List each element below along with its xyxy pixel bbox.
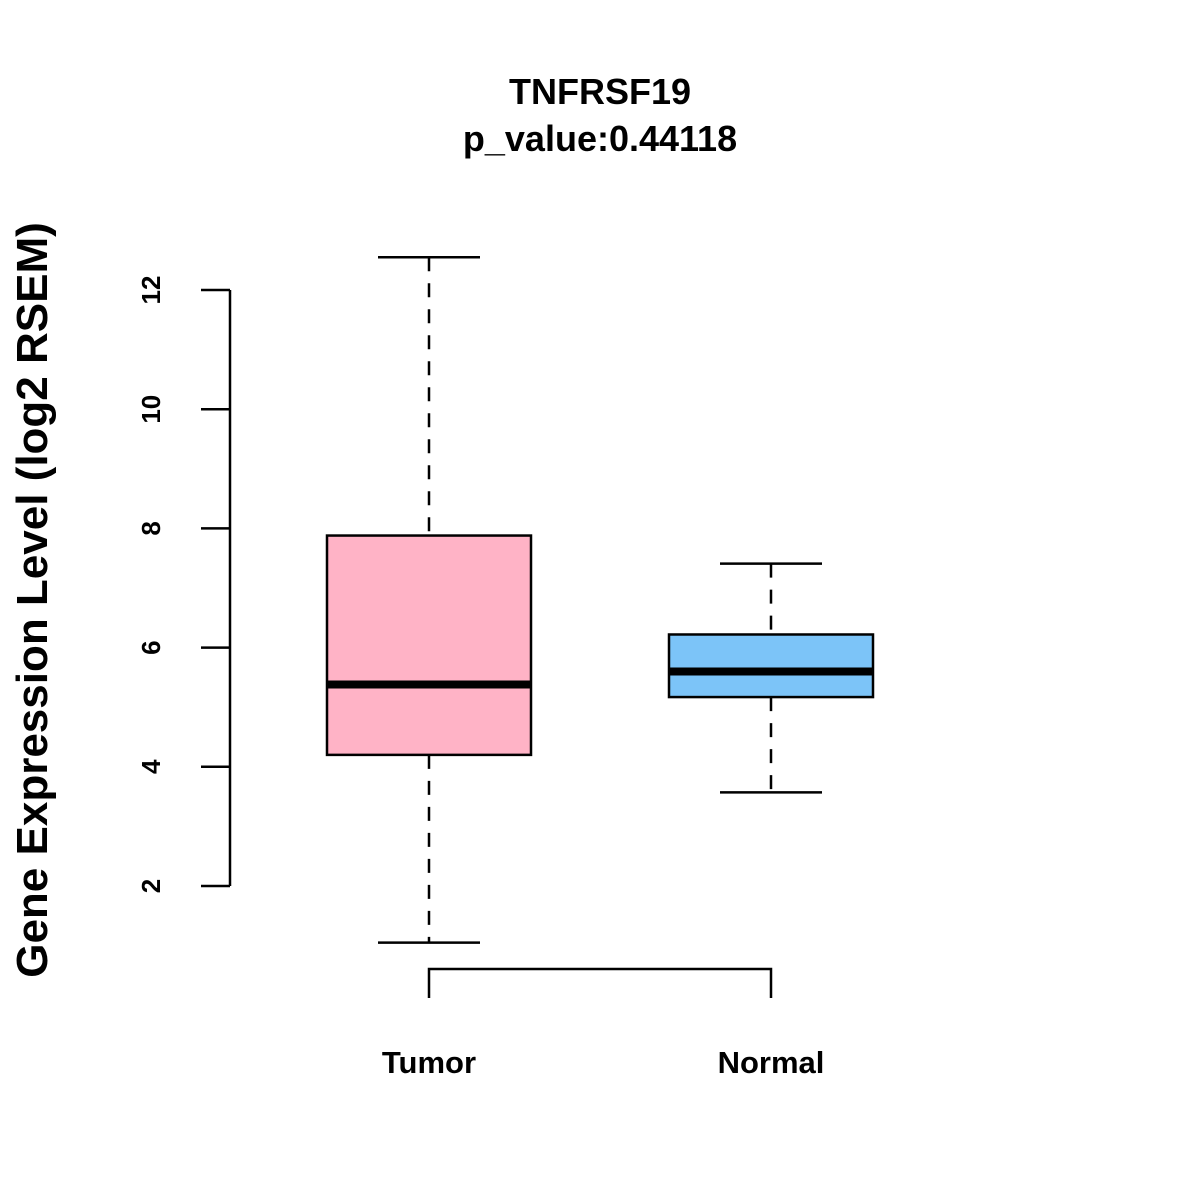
y-tick-label-12: 12 xyxy=(136,276,166,305)
y-tick-label-4: 4 xyxy=(136,759,166,774)
box-tumor xyxy=(325,255,533,944)
chart-subtitle: p_value:0.44118 xyxy=(463,118,737,159)
box-normal xyxy=(667,562,875,794)
normal-iqr-box xyxy=(667,633,875,699)
y-axis: 2 4 6 8 10 12 xyxy=(136,276,232,893)
y-tick-label-2: 2 xyxy=(136,879,166,893)
category-label-tumor: Tumor xyxy=(382,1045,476,1080)
bracket-line xyxy=(427,967,773,998)
y-tick-label-8: 8 xyxy=(136,521,166,535)
chart-title: TNFRSF19 xyxy=(509,71,691,112)
y-axis-label: Gene Expression Level (log2 RSEM) xyxy=(8,222,57,978)
comparison-bracket xyxy=(427,967,773,998)
tumor-iqr-box xyxy=(325,534,533,757)
y-tick-label-6: 6 xyxy=(136,640,166,654)
box-series xyxy=(325,255,875,944)
y-tick-label-10: 10 xyxy=(136,395,166,424)
category-label-normal: Normal xyxy=(718,1045,825,1080)
category-labels: Tumor Normal xyxy=(382,1045,824,1080)
